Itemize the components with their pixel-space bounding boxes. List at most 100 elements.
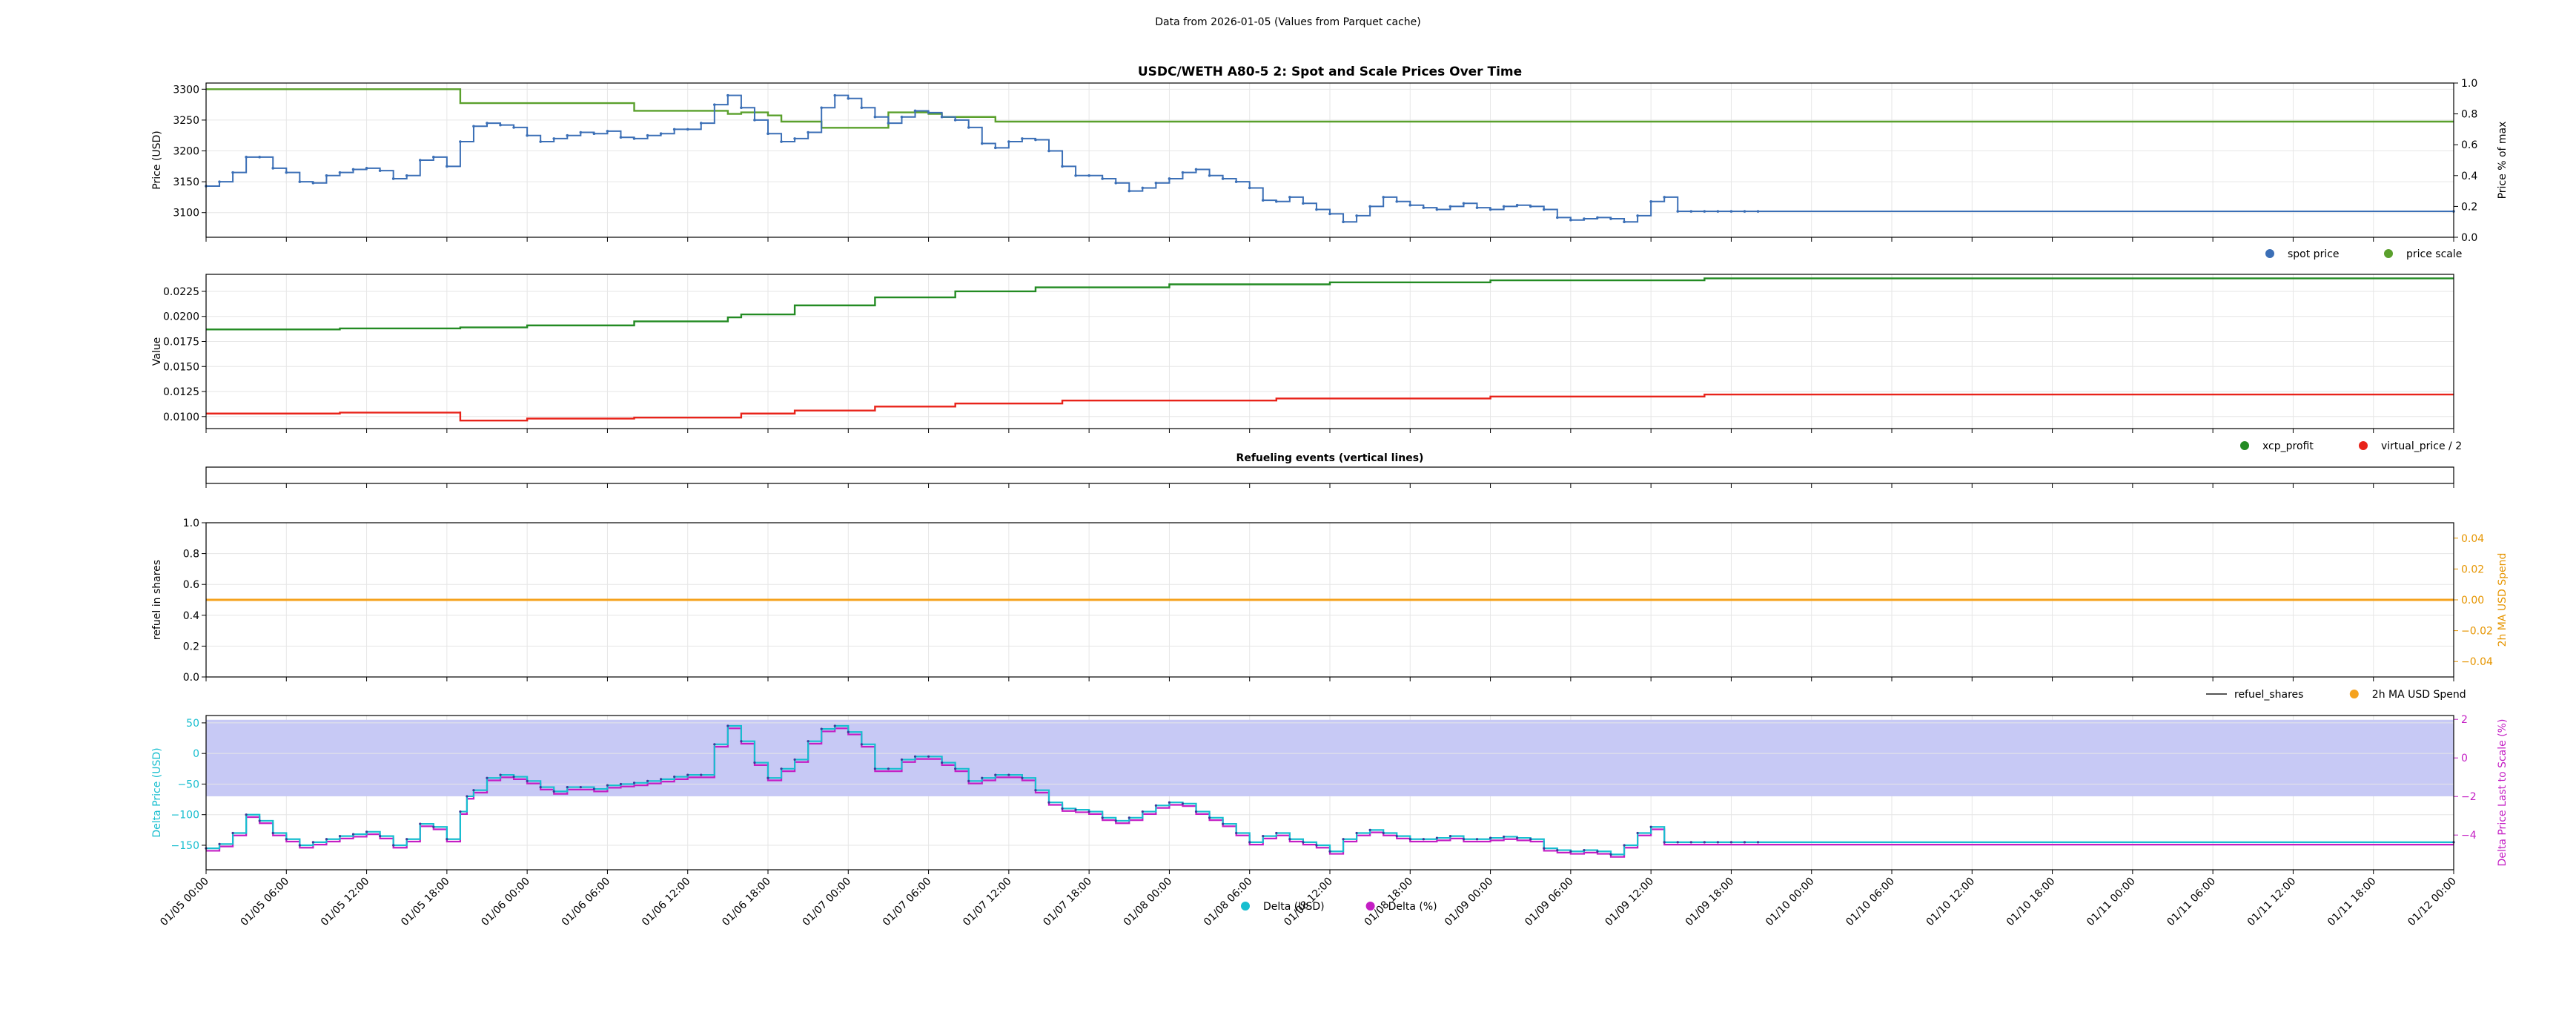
x-tick-label: 01/09 06:00 bbox=[1523, 876, 1576, 929]
spot-point bbox=[659, 132, 663, 136]
delta-point bbox=[1194, 810, 1198, 813]
delta-point bbox=[499, 773, 502, 776]
y2-tick-label: 0 bbox=[2461, 753, 2468, 764]
spot-point bbox=[418, 159, 422, 162]
delta-point bbox=[1047, 801, 1050, 804]
y-tick-label: 0.6 bbox=[183, 579, 199, 591]
delta-point bbox=[900, 758, 904, 761]
delta-point bbox=[1489, 836, 1492, 839]
axes-frame bbox=[205, 715, 2454, 870]
delta-point bbox=[566, 785, 569, 789]
spot-point bbox=[579, 130, 583, 134]
delta-point bbox=[446, 838, 448, 841]
delta-point bbox=[726, 724, 729, 727]
y2-axis-label: 2h MA USD Spend bbox=[2497, 553, 2509, 647]
delta-point bbox=[1181, 802, 1185, 805]
delta-point bbox=[218, 842, 221, 845]
y-tick-label: 0.0175 bbox=[163, 336, 199, 348]
delta-point bbox=[807, 740, 809, 743]
spot-point bbox=[1128, 189, 1131, 193]
x-tick-label: 01/06 12:00 bbox=[640, 876, 693, 929]
delta-point bbox=[1154, 804, 1157, 807]
series-xcp-profit bbox=[206, 277, 2454, 331]
spot-point bbox=[1302, 202, 1305, 205]
spot-point bbox=[325, 174, 328, 177]
legend-swatch bbox=[2265, 249, 2274, 258]
delta-point bbox=[793, 758, 796, 761]
delta-point bbox=[592, 787, 595, 790]
spot-point bbox=[1609, 217, 1612, 220]
delta-point bbox=[1275, 831, 1278, 835]
panel-4: 0.0 0.2 0.4 0.6 0.8 1.0 refuel in shares −0.04 −… bbox=[151, 518, 2509, 701]
spot-point bbox=[271, 167, 275, 170]
spot-point bbox=[472, 125, 475, 128]
legend-label: refuel_shares bbox=[2234, 689, 2303, 701]
spot-point bbox=[231, 171, 234, 174]
delta-point bbox=[231, 831, 234, 835]
spot-point bbox=[1261, 199, 1265, 202]
delta-point bbox=[1302, 841, 1305, 844]
delta-point bbox=[1529, 838, 1532, 841]
y2-tick-label: 1.0 bbox=[2461, 78, 2477, 90]
delta-point bbox=[1328, 850, 1331, 853]
delta-point bbox=[579, 785, 582, 789]
y2-tick-label: 0.4 bbox=[2461, 171, 2477, 182]
y2-tick-label: −2 bbox=[2461, 791, 2477, 803]
y-axis-label: Delta Price (USD) bbox=[151, 747, 163, 837]
y2-tick-label: 0.00 bbox=[2461, 595, 2484, 607]
delta-point bbox=[1462, 838, 1466, 841]
delta-point bbox=[873, 767, 876, 770]
spot-point bbox=[1716, 210, 1720, 213]
spot-point bbox=[1248, 186, 1251, 190]
spot-point bbox=[1422, 206, 1426, 209]
delta-point bbox=[1222, 822, 1225, 825]
delta-point bbox=[459, 810, 462, 813]
delta-point bbox=[1408, 838, 1411, 841]
spot-point bbox=[1275, 199, 1278, 203]
series-delta-usd bbox=[206, 724, 2454, 856]
x-tick-label: 01/12 00:00 bbox=[2406, 876, 2459, 929]
spot-point bbox=[1462, 202, 1466, 205]
delta-point bbox=[1034, 789, 1037, 792]
x-tick-label: 01/07 06:00 bbox=[881, 876, 934, 929]
y2-tick-label: 0.04 bbox=[2461, 533, 2484, 545]
delta-point bbox=[1128, 816, 1130, 819]
delta-point bbox=[1448, 835, 1452, 838]
delta-point bbox=[1636, 831, 1639, 835]
spot-point bbox=[632, 137, 636, 140]
spot-point bbox=[1689, 210, 1693, 213]
delta-point bbox=[632, 782, 636, 784]
x-tick-label: 01/05 06:00 bbox=[239, 876, 292, 929]
spot-point bbox=[713, 103, 716, 106]
legend-label: Delta (USD) bbox=[1263, 901, 1325, 913]
delta-point bbox=[913, 755, 917, 758]
x-tick-label: 01/07 12:00 bbox=[961, 876, 1014, 929]
spot-point bbox=[1515, 203, 1519, 207]
spot-point bbox=[1448, 205, 1452, 208]
x-tick-label: 01/11 06:00 bbox=[2165, 876, 2218, 929]
delta-point bbox=[1569, 850, 1572, 853]
delta-point bbox=[419, 822, 422, 825]
spot-point bbox=[699, 122, 703, 125]
spot-point bbox=[686, 128, 689, 131]
delta-point bbox=[1235, 831, 1238, 835]
spot-point bbox=[1355, 214, 1358, 217]
delta-point bbox=[833, 724, 836, 727]
axes-frame bbox=[205, 274, 2454, 429]
axes-frame bbox=[205, 466, 2454, 484]
y-axis-label: refuel in shares bbox=[151, 560, 163, 640]
chart-title: Refueling events (vertical lines) bbox=[1236, 452, 1424, 464]
spot-point bbox=[1021, 137, 1024, 140]
delta-point bbox=[432, 825, 435, 828]
legend-swatch bbox=[1241, 902, 1250, 911]
x-tick-label: 01/05 00:00 bbox=[158, 876, 211, 929]
x-tick-label: 01/07 00:00 bbox=[801, 876, 854, 929]
delta-point bbox=[298, 844, 301, 847]
delta-point bbox=[1609, 853, 1612, 856]
spot-point bbox=[900, 115, 904, 119]
legend-label: xcp_profit bbox=[2262, 440, 2314, 452]
y2-tick-label: 2 bbox=[2461, 714, 2468, 726]
x-tick-label: 01/08 00:00 bbox=[1122, 876, 1175, 929]
delta-point bbox=[1141, 810, 1144, 813]
delta-point bbox=[351, 833, 355, 836]
